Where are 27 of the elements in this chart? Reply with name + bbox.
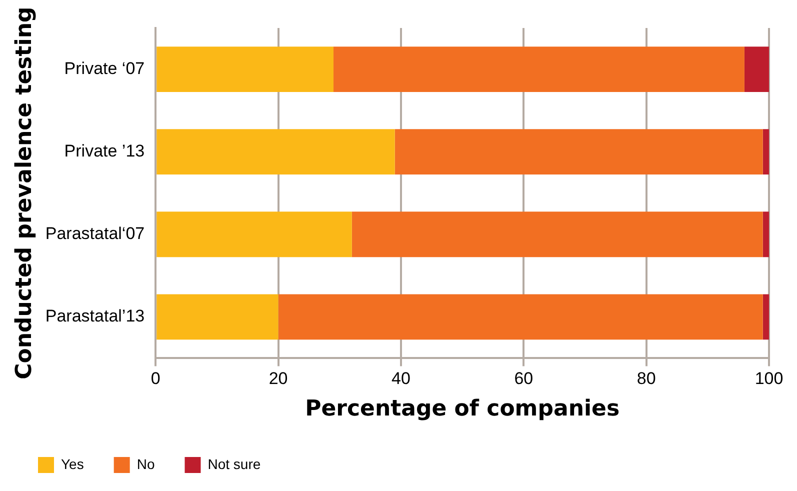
y-tick-label: Parastatal’13 — [45, 306, 145, 326]
x-tick-label: 60 — [514, 369, 534, 388]
bar — [762, 129, 769, 175]
legend-label: Not sure — [208, 456, 261, 472]
y-axis-title: Conducted prevalence testing — [12, 6, 37, 380]
x-tick-label: 80 — [636, 369, 656, 388]
x-axis-title: Percentage of companies — [305, 396, 620, 422]
x-tick-label: 20 — [268, 369, 288, 388]
y-tick-label: Parastatal‘07 — [45, 224, 145, 244]
legend-label: No — [136, 456, 155, 472]
bar — [156, 129, 395, 175]
x-tick-label: 100 — [754, 369, 784, 388]
bar — [762, 294, 769, 340]
x-tick-label: 40 — [392, 369, 410, 388]
bar — [762, 212, 769, 258]
bar — [156, 212, 352, 258]
bar — [278, 294, 763, 340]
legend-label: Yes — [61, 456, 84, 472]
bar — [394, 129, 763, 175]
bar — [744, 46, 769, 92]
bar — [352, 212, 763, 258]
bar — [156, 294, 278, 340]
bar — [334, 46, 744, 92]
y-tick-label: Private ’13 — [64, 142, 145, 161]
y-tick-label: Private ‘07 — [64, 58, 145, 78]
x-tick-label: 0 — [150, 369, 160, 388]
bar — [156, 46, 334, 92]
